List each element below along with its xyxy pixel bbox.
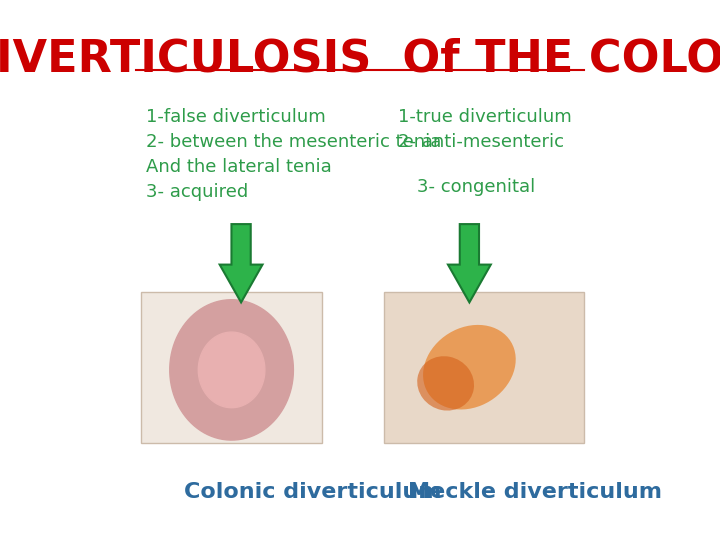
Text: 3- congenital: 3- congenital (417, 178, 536, 196)
Polygon shape (198, 332, 265, 408)
Text: 1-false diverticulum
2- between the mesenteric tenia
And the lateral tenia
3- ac: 1-false diverticulum 2- between the mese… (146, 108, 441, 201)
Text: Meckle diverticulum: Meckle diverticulum (408, 482, 662, 502)
FancyBboxPatch shape (141, 292, 322, 443)
Polygon shape (448, 224, 491, 302)
Ellipse shape (423, 325, 516, 409)
Text: DIVERTICULOSIS  Of THE COLON: DIVERTICULOSIS Of THE COLON (0, 38, 720, 81)
Ellipse shape (417, 356, 474, 410)
FancyBboxPatch shape (384, 292, 583, 443)
Polygon shape (170, 300, 294, 440)
Text: Colonic diverticulum: Colonic diverticulum (184, 482, 441, 502)
Text: 1-true diverticulum
2- anti-mesenteric: 1-true diverticulum 2- anti-mesenteric (398, 108, 572, 151)
Polygon shape (220, 224, 263, 302)
